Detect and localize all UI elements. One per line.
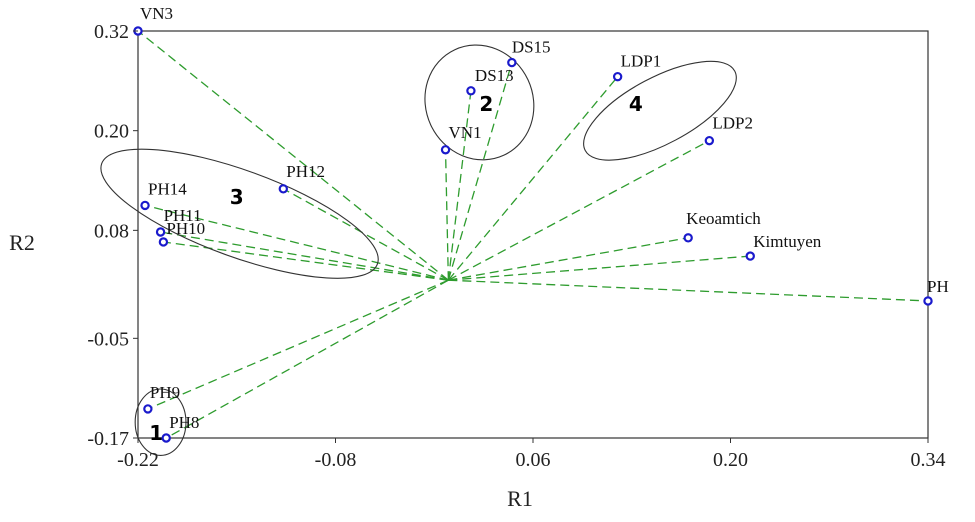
- vector-ph11: [160, 231, 449, 281]
- point-label-vn3: VN3: [140, 4, 173, 23]
- cluster-ellipse-1: [134, 388, 187, 456]
- point-label-kimtuyen: Kimtuyen: [753, 232, 821, 251]
- vector-ph9: [147, 279, 449, 410]
- vector-ph14: [144, 204, 449, 281]
- cluster-number-4: 4: [629, 92, 643, 116]
- cluster-ellipse-2: [424, 44, 535, 161]
- point-ph: [923, 296, 933, 306]
- point-label-ph14: PH14: [148, 179, 187, 198]
- point-keoamtich: [683, 233, 693, 243]
- point-label-ldp1: LDP1: [621, 52, 662, 71]
- x-tick-label: -0.22: [117, 449, 159, 471]
- vector-vn1: [444, 149, 450, 281]
- point-label-ph8: PH8: [169, 413, 199, 432]
- vector-ds13: [447, 90, 472, 281]
- x-tick-label: -0.08: [315, 449, 357, 471]
- point-layer: VN3DS15DS13VN1LDP1LDP2PH12PH14PH11PH10Ke…: [133, 4, 949, 443]
- point-label-keoamtich: Keoamtich: [686, 209, 761, 228]
- tick-layer: -0.22 -0.08 0.06 0.20 0.34 0.32 0.20 0.08 -0.05 -…: [87, 21, 945, 471]
- vector-keoamtich: [448, 237, 689, 281]
- cluster-number-2: 2: [479, 92, 493, 116]
- point-ph10: [158, 237, 169, 247]
- cluster-ellipse-4: [583, 60, 737, 161]
- vector-ds15: [447, 62, 513, 281]
- point-vn1: [440, 145, 451, 155]
- cluster-ellipse-layer: 1 2 3 4: [100, 44, 737, 456]
- point-ds13: [466, 86, 476, 96]
- x-axis-title: R1: [507, 486, 533, 511]
- vector-ph12: [282, 188, 449, 281]
- point-ph14: [140, 200, 150, 211]
- cluster-ellipse-3: [100, 148, 379, 279]
- y-tick-label: -0.17: [87, 428, 129, 450]
- y-tick-label: 0.32: [94, 21, 129, 43]
- point-label-ph10: PH10: [166, 219, 205, 238]
- x-tick-label: 0.34: [911, 449, 946, 471]
- vector-ldp2: [448, 140, 710, 281]
- point-label-ph9: PH9: [150, 383, 180, 402]
- vector-layer: [137, 30, 929, 439]
- point-label-ldp2: LDP2: [712, 114, 753, 133]
- y-tick-label: -0.05: [87, 328, 129, 350]
- x-tick-label: 0.06: [516, 449, 551, 471]
- y-tick-label: 0.08: [94, 220, 129, 242]
- cluster-number-3: 3: [230, 185, 244, 209]
- point-label-ph11: PH11: [164, 206, 202, 225]
- point-kimtuyen: [745, 251, 755, 261]
- vector-kimtuyen: [448, 255, 751, 281]
- point-ph8: [161, 433, 171, 443]
- vector-ph10: [163, 241, 449, 281]
- point-ph12: [278, 184, 289, 194]
- point-label-ds13: DS13: [475, 66, 514, 85]
- point-label-ph12: PH12: [286, 162, 325, 181]
- y-axis-title: R2: [9, 230, 35, 255]
- point-ph9: [143, 404, 153, 414]
- point-label-ph: PH: [927, 277, 949, 296]
- point-ds15: [507, 57, 517, 68]
- point-label-vn1: VN1: [449, 123, 482, 142]
- vector-ldp1: [447, 76, 619, 281]
- vector-ph: [448, 279, 929, 302]
- vector-ph8: [165, 279, 449, 439]
- x-tick-label: 0.20: [713, 449, 748, 471]
- vector-vn3: [137, 30, 449, 281]
- point-ph11: [155, 227, 166, 237]
- point-label-ds15: DS15: [512, 38, 551, 57]
- point-ldp2: [704, 135, 715, 146]
- cluster-number-1: 1: [149, 421, 163, 445]
- y-tick-label: 0.20: [94, 121, 129, 143]
- point-ldp1: [612, 71, 623, 82]
